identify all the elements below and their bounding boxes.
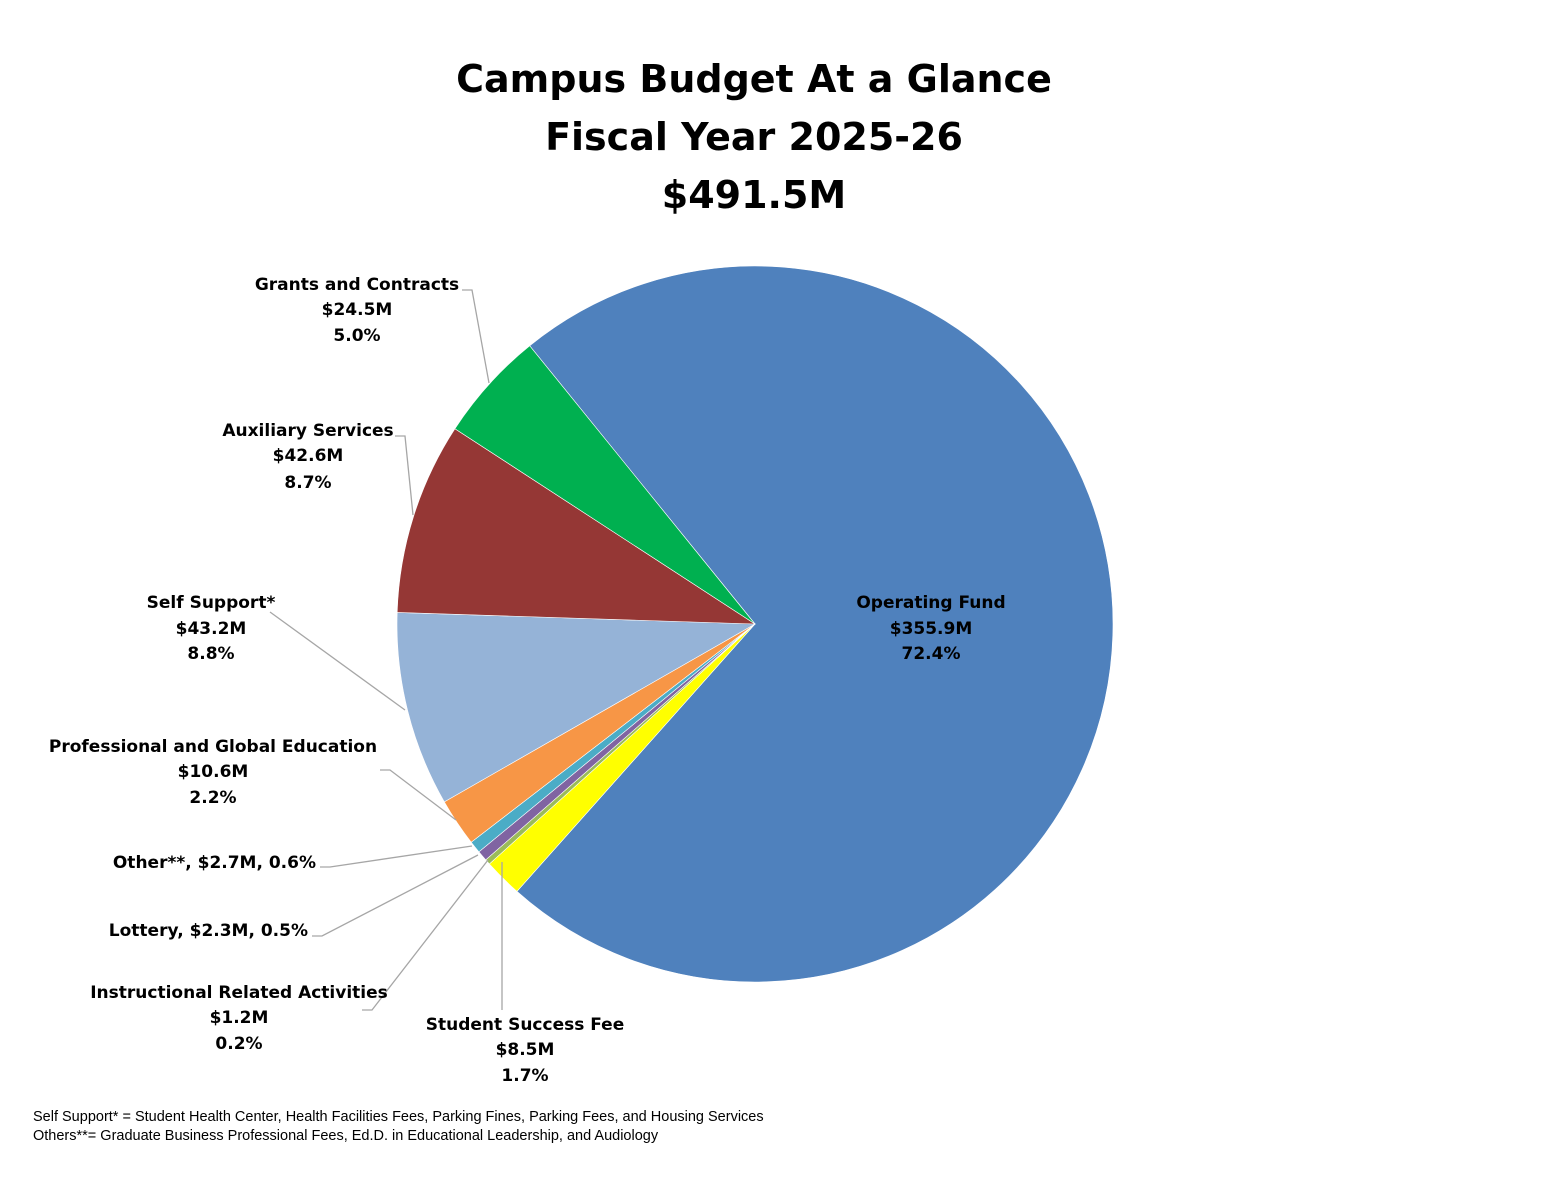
label-value: $42.6M bbox=[273, 446, 344, 466]
label-operating-fund: Operating Fund $355.9M 72.4% bbox=[856, 593, 1005, 664]
label-percent: 1.7% bbox=[501, 1066, 548, 1086]
label-self-support: Self Support* $43.2M 8.8% bbox=[147, 593, 276, 664]
label-name: Grants and Contracts bbox=[255, 275, 459, 295]
footnotes: Self Support* = Student Health Center, H… bbox=[33, 1109, 764, 1144]
label-value: $24.5M bbox=[322, 300, 393, 320]
title-line-3: $491.5M bbox=[662, 173, 846, 217]
label-name: Student Success Fee bbox=[426, 1015, 625, 1035]
title-line-2: Fiscal Year 2025-26 bbox=[545, 115, 963, 159]
leader-line-ira bbox=[362, 859, 489, 1011]
leader-lines bbox=[269, 289, 503, 1011]
leader-line-lottery bbox=[312, 854, 479, 937]
label-name: Self Support* bbox=[147, 593, 276, 613]
pie-slices bbox=[396, 265, 1114, 983]
label-lottery: Lottery, $2.3M, 0.5% bbox=[109, 921, 308, 941]
label-instructional-related: Instructional Related Activities $1.2M 0… bbox=[90, 983, 388, 1054]
footnote-self-support: Self Support* = Student Health Center, H… bbox=[33, 1109, 764, 1125]
label-value: $43.2M bbox=[176, 619, 247, 639]
label-percent: 2.2% bbox=[189, 788, 236, 808]
footnote-others: Others**= Graduate Business Professional… bbox=[33, 1128, 659, 1144]
leader-line-self-support bbox=[269, 611, 406, 711]
label-percent: 72.4% bbox=[902, 644, 961, 664]
title-line-1: Campus Budget At a Glance bbox=[456, 57, 1052, 101]
label-value: $1.2M bbox=[210, 1008, 269, 1028]
label-percent: 5.0% bbox=[333, 326, 380, 346]
leader-line-pge bbox=[380, 769, 457, 821]
label-other: Other**, $2.7M, 0.6% bbox=[113, 853, 316, 873]
leader-line-other bbox=[320, 845, 473, 868]
label-name: Operating Fund bbox=[856, 593, 1005, 613]
label-value: $8.5M bbox=[496, 1040, 555, 1060]
label-name: Auxiliary Services bbox=[222, 421, 393, 441]
label-percent: 0.2% bbox=[215, 1034, 262, 1054]
label-professional-global: Professional and Global Education $10.6M… bbox=[49, 737, 377, 808]
pie-slice-auxiliary-services bbox=[396, 428, 757, 625]
leader-line-grants bbox=[462, 289, 490, 384]
label-percent: 8.7% bbox=[284, 473, 331, 493]
label-value: $355.9M bbox=[890, 619, 973, 639]
data-labels: Operating Fund $355.9M 72.4% Student Suc… bbox=[49, 275, 1006, 1086]
pie-slice-grants-and-contracts bbox=[454, 345, 756, 625]
chart-title: Campus Budget At a Glance Fiscal Year 20… bbox=[456, 57, 1052, 217]
pie-slice-self-support bbox=[396, 612, 757, 803]
pie-slice-operating-fund bbox=[516, 265, 1114, 983]
leader-line-auxiliary bbox=[395, 435, 414, 516]
label-value: $10.6M bbox=[178, 762, 249, 782]
label-name: Professional and Global Education bbox=[49, 737, 377, 757]
label-auxiliary: Auxiliary Services $42.6M 8.7% bbox=[222, 421, 393, 493]
label-name: Instructional Related Activities bbox=[90, 983, 388, 1003]
label-grants: Grants and Contracts $24.5M 5.0% bbox=[255, 275, 459, 346]
label-percent: 8.8% bbox=[187, 644, 234, 664]
label-student-success-fee: Student Success Fee $8.5M 1.7% bbox=[426, 1015, 625, 1086]
